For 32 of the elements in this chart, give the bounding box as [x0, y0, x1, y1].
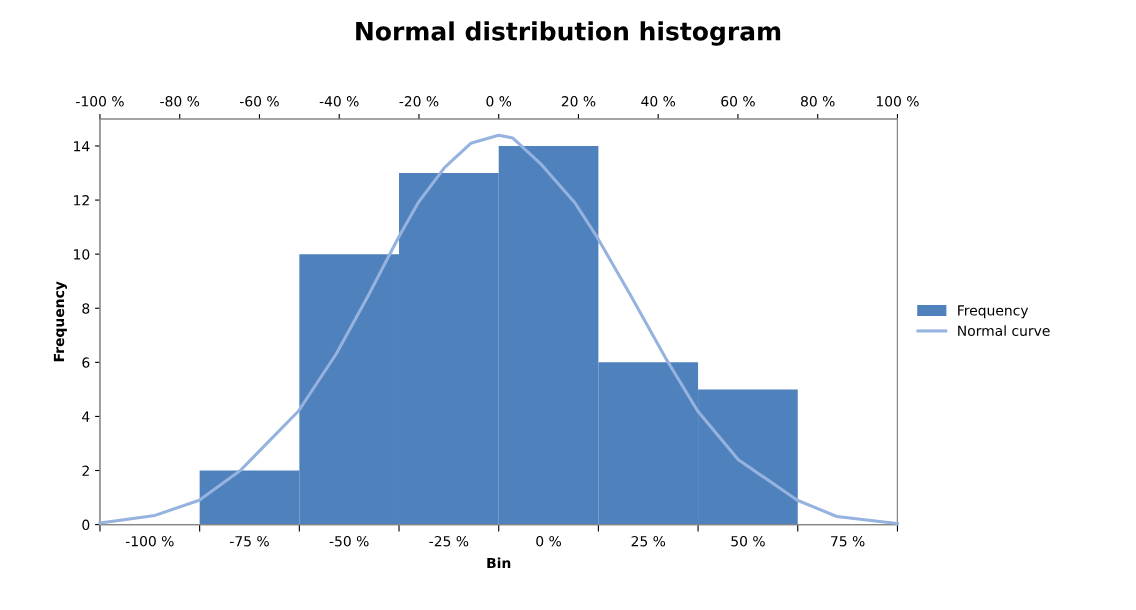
chart-title: Normal distribution histogram	[356, 21, 781, 46]
y-tick-label: 14	[74, 141, 90, 152]
x2-tick-label: 0 %	[486, 96, 512, 107]
x-tick-label: 25 %	[631, 535, 666, 547]
y-tick-label: 2	[82, 465, 89, 476]
x2-tick-label: -40 %	[319, 96, 359, 107]
x2-tick-label: -80 %	[160, 96, 200, 107]
y-tick-label: 0	[82, 519, 90, 531]
x-axis-title: Bin	[487, 557, 511, 569]
y-tick-label: 10	[74, 249, 90, 260]
x-tick-label: -50 %	[329, 535, 369, 547]
x-tick-label: 50 %	[731, 535, 765, 547]
legend-label: Frequency	[958, 305, 1029, 319]
x2-tick-label: 20 %	[561, 96, 596, 107]
y-tick-label: 12	[74, 195, 89, 206]
x2-tick-label: 100 %	[876, 96, 919, 107]
x2-tick-label: -20 %	[399, 96, 439, 107]
legend-label: Normal curve	[958, 325, 1050, 336]
y-tick-label: 6	[82, 357, 90, 368]
y-tick-label: 4	[82, 411, 90, 422]
x-tick-label: -100 %	[125, 535, 174, 547]
x2-tick-label: 80 %	[800, 96, 835, 107]
y-axis-title: Frequency	[53, 281, 68, 362]
x-tick-label: 0 %	[536, 535, 561, 547]
x2-tick-label: -60 %	[239, 96, 279, 107]
x2-tick-label: 40 %	[641, 96, 676, 107]
y-tick-label: 8	[82, 303, 90, 314]
x2-tick-label: -100 %	[76, 96, 124, 107]
x-tick-label: 75 %	[831, 535, 865, 547]
x-tick-label: -75 %	[230, 535, 269, 547]
x-tick-label: -25 %	[429, 535, 469, 547]
x2-tick-label: 60 %	[721, 96, 755, 107]
